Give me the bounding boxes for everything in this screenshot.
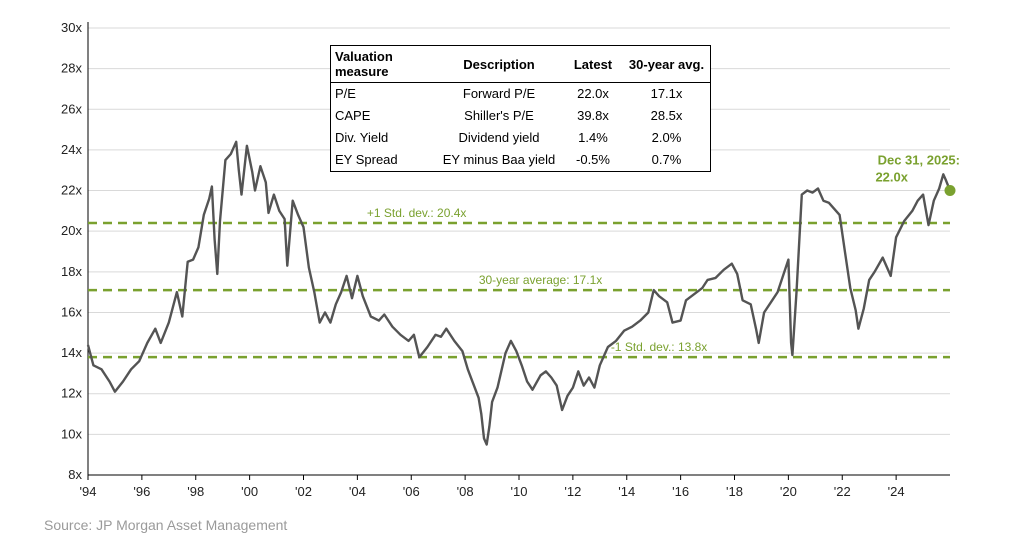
avg-cell: 17.1x [650,86,683,101]
y-tick-label: 28x [61,61,82,76]
y-tick-label: 30x [61,20,82,35]
x-tick-label: '24 [888,484,905,499]
measure-cell: CAPE [335,108,371,123]
x-tick-label: '18 [726,484,743,499]
y-tick-label: 26x [61,101,82,116]
measure-cell: P/E [335,86,356,101]
header-thirty-year-avg: 30-year avg. [623,45,711,83]
x-tick-label: '96 [133,484,150,499]
table-header-row: Valuation measure Description Latest 30-… [330,45,711,83]
avg-cell: 2.0% [651,130,682,145]
x-tick-label: '06 [403,484,420,499]
table-row: EY Spread EY minus Baa yield -0.5% 0.7% [331,149,711,172]
description-cell: Dividend yield [458,130,540,145]
header-valuation-measure: Valuation measure [330,45,435,83]
latest-cell: 1.4% [578,130,608,145]
x-tick-label: '10 [511,484,528,499]
axes: 8x 10x 12x 14x 16x 18x 20x 22x 24x 26x 28x 30x '94 '9… [61,20,950,499]
y-tick-label: 24x [61,142,82,157]
x-tick-label: '12 [564,484,581,499]
series-line-forward-pe [86,140,952,446]
x-tick-label: '98 [187,484,204,499]
latest-cell: 22.0x [577,86,609,101]
table-row: P/E Forward P/E 22.0x 17.1x [331,83,711,106]
avg-cell: 28.5x [650,108,683,123]
description-cell: Shiller's P/E [464,108,534,123]
avg-cell: 0.7% [651,152,682,167]
valuation-table: Valuation measure Description Latest 30-… [330,45,711,172]
latest-cell: -0.5% [576,152,610,167]
annotation-date: Dec 31, 2025: [878,153,960,168]
source-note: Source: JP Morgan Asset Management [44,517,288,533]
x-tick-label: '20 [780,484,797,499]
header-latest: Latest [563,45,623,83]
x-tick-label: '08 [457,484,474,499]
table-row: CAPE Shiller's P/E 39.8x 28.5x [331,105,711,127]
y-tick-label: 10x [61,426,82,441]
description-cell: EY minus Baa yield [442,152,556,167]
measure-cell: EY Spread [335,152,398,167]
y-tick-label: 12x [61,386,82,401]
x-tick-label: '14 [618,484,635,499]
measure-cell: Div. Yield [335,130,389,145]
latest-cell: 39.8x [577,108,609,123]
y-tick-label: 22x [61,183,82,198]
series-group [86,140,952,446]
y-tick-label: 20x [61,223,82,238]
reference-lines: +1 Std. dev.: 20.4x 30-year average: 17.1… [88,206,950,359]
description-cell: Forward P/E [462,86,536,101]
table-row: Div. Yield Dividend yield 1.4% 2.0% [331,127,711,149]
y-tick-label: 18x [61,264,82,279]
y-tick-label: 14x [61,345,82,360]
x-tick-label: '02 [295,484,312,499]
annotation-value: 22.0x [875,170,908,185]
minus-one-std-label: -1 Std. dev.: 13.8x [611,340,708,354]
x-tick-label: '00 [241,484,258,499]
plus-one-std-label: +1 Std. dev.: 20.4x [367,206,467,220]
y-tick-label: 16x [61,304,82,319]
x-tick-label: '04 [349,484,366,499]
x-tick-label: '16 [672,484,689,499]
latest-value-dot [944,185,956,197]
x-tick-label: '22 [834,484,851,499]
annotation-group: Dec 31, 2025: 22.0x [875,153,960,197]
y-tick-label: 8x [68,467,82,482]
x-tick-label: '94 [80,484,97,499]
header-description: Description [435,45,563,83]
thirty-year-average-label: 30-year average: 17.1x [479,273,602,287]
